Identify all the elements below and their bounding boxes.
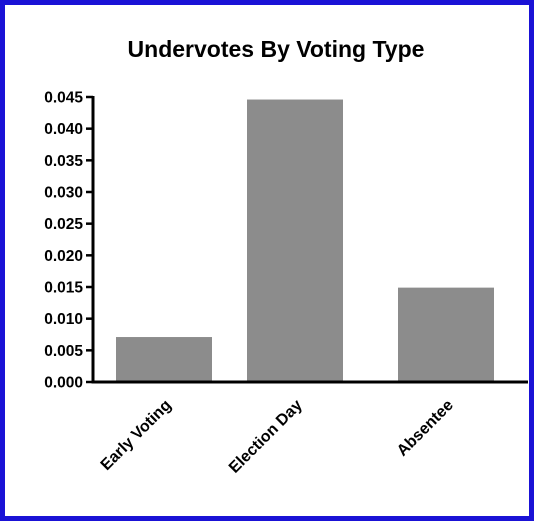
x-axis-labels: Early Voting Election Day Absentee — [98, 397, 457, 477]
y-tick-label: 0.015 — [44, 280, 83, 297]
y-tick-label: 0.020 — [44, 248, 83, 265]
y-tick-label: 0.035 — [44, 153, 83, 170]
bar-early-voting — [116, 337, 212, 382]
chart-title: Undervotes By Voting Type — [128, 36, 425, 62]
x-category-label: Absentee — [394, 397, 457, 460]
x-category-label: Early Voting — [98, 397, 175, 474]
y-tick-label: 0.040 — [44, 121, 83, 138]
bars — [116, 99, 494, 383]
y-tick-label: 0.010 — [44, 311, 83, 328]
bar-absentee — [398, 287, 494, 382]
x-category-label: Election Day — [226, 397, 306, 477]
y-tick-label: 0.005 — [44, 343, 83, 360]
y-tick-label: 0.045 — [44, 90, 83, 107]
y-tick-label: 0.030 — [44, 185, 83, 202]
y-axis-ticks: 0.000 0.005 0.010 0.015 0.020 0.025 0.030 0.035… — [44, 90, 93, 392]
y-tick-label: 0.025 — [44, 216, 83, 233]
bar-election-day — [247, 99, 343, 383]
y-tick-label: 0.000 — [44, 375, 83, 392]
